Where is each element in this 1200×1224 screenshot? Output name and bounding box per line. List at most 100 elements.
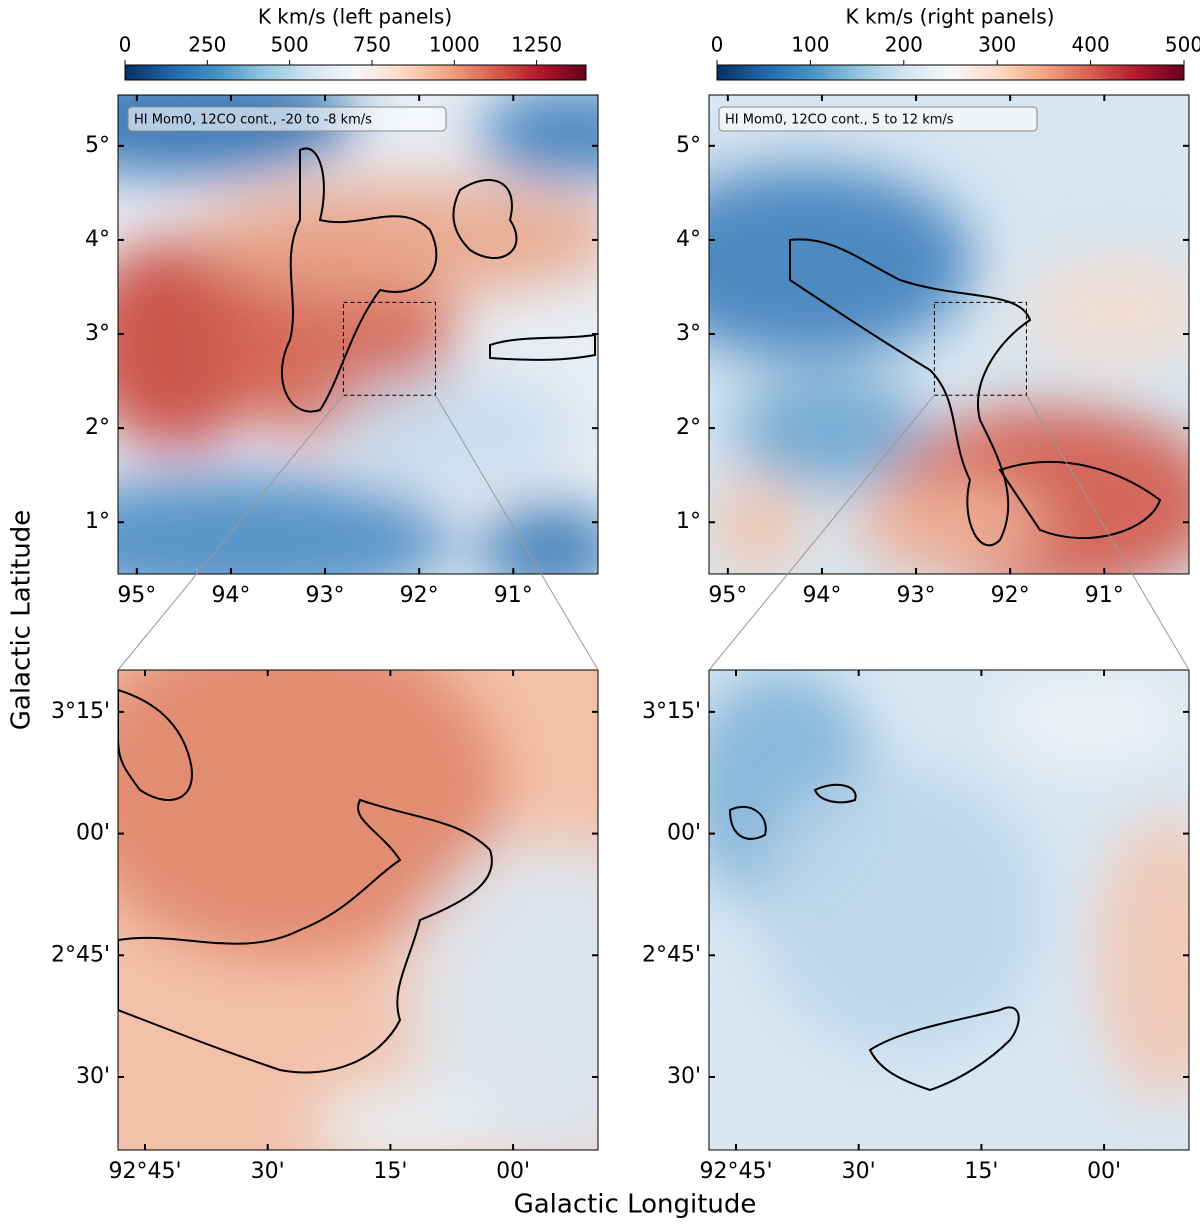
y-tick-label: 3°15' xyxy=(51,699,110,724)
contour-group xyxy=(998,460,1162,539)
contour-group xyxy=(728,805,767,840)
x-tick-label: 91° xyxy=(1085,583,1124,608)
y-tick-label: 30' xyxy=(76,1064,110,1089)
map-structure xyxy=(709,670,1189,1102)
x-tick-label: 00' xyxy=(496,1159,530,1184)
y-tick-label: 2°45' xyxy=(51,942,110,967)
zoom-box xyxy=(933,301,1027,396)
contour-group xyxy=(452,179,518,260)
co-contour xyxy=(489,333,596,361)
y-tick-label: 5° xyxy=(85,133,110,158)
y-tick-label: 3° xyxy=(85,321,110,346)
map-blob xyxy=(406,838,598,1150)
contour-group xyxy=(281,147,438,413)
contour-group xyxy=(118,798,493,1074)
map-image xyxy=(709,670,1189,1150)
contour-group xyxy=(813,783,857,804)
zoom-connector xyxy=(1026,394,1190,671)
co-contour xyxy=(728,805,767,840)
map-blob xyxy=(997,670,1189,766)
map-blob xyxy=(478,95,598,182)
legend-box xyxy=(127,106,447,132)
zoom-connector xyxy=(117,394,344,671)
y-axis-label: Galactic Latitude xyxy=(7,510,37,731)
y-tick-label: 1° xyxy=(85,509,110,534)
co-contour xyxy=(452,179,518,260)
co-contour xyxy=(118,798,493,1074)
colorbar-tick-label: 500 xyxy=(271,33,309,57)
x-tick-label: 92°45' xyxy=(108,1159,181,1184)
x-tick-label: 93° xyxy=(306,583,345,608)
x-tick-label: 94° xyxy=(802,583,841,608)
panel-frame xyxy=(708,669,1190,1151)
map-image xyxy=(118,670,598,1150)
legend-text: HI Mom0, 12CO cont., 5 to 12 km/s xyxy=(725,113,954,128)
x-tick-label: 91° xyxy=(494,583,533,608)
y-tick-label: 1° xyxy=(676,509,701,534)
map-blob xyxy=(1021,253,1189,369)
co-contour xyxy=(789,238,1032,547)
y-tick-label: 30' xyxy=(667,1064,701,1089)
map-image xyxy=(709,95,1189,574)
contour-group xyxy=(868,1006,1020,1092)
co-contour xyxy=(281,147,438,413)
map-blob xyxy=(190,181,598,297)
contour-group xyxy=(789,238,1032,547)
colorbar xyxy=(124,64,587,81)
colorbar-label: K km/s (right panels) xyxy=(846,5,1055,29)
map-blob xyxy=(118,670,502,958)
colorbar-tick-label: 400 xyxy=(1072,33,1110,57)
x-tick-label: 95° xyxy=(708,583,747,608)
map-structure xyxy=(709,166,1189,574)
colorbar-label: K km/s (left panels) xyxy=(258,5,452,29)
legend-box xyxy=(718,106,1038,132)
colorbar-tick-label: 1000 xyxy=(429,33,480,57)
map-blob xyxy=(334,372,574,488)
x-tick-label: 92°45' xyxy=(699,1159,772,1184)
colorbar-tick-label: 0 xyxy=(119,33,132,57)
x-tick-label: 92° xyxy=(400,583,439,608)
zoom-box xyxy=(342,301,436,396)
y-tick-label: 2°45' xyxy=(642,942,701,967)
map-blob xyxy=(310,1078,502,1150)
y-tick-label: 2° xyxy=(676,415,701,440)
x-tick-label: 93° xyxy=(897,583,936,608)
co-contour xyxy=(118,688,193,801)
panel-frame xyxy=(117,669,599,1151)
y-tick-label: 00' xyxy=(667,821,701,846)
x-tick-label: 92° xyxy=(991,583,1030,608)
colorbar-tick-label: 750 xyxy=(353,33,391,57)
colorbar-tick-label: 0 xyxy=(711,33,724,57)
y-tick-label: 2° xyxy=(85,415,110,440)
x-tick-label: 94° xyxy=(211,583,250,608)
legend-text: HI Mom0, 12CO cont., -20 to -8 km/s xyxy=(134,113,372,128)
colorbar-tick-label: 250 xyxy=(188,33,226,57)
y-tick-label: 4° xyxy=(676,227,701,252)
y-tick-label: 4° xyxy=(85,227,110,252)
y-tick-label: 3° xyxy=(676,321,701,346)
x-tick-label: 15' xyxy=(964,1159,998,1184)
x-tick-label: 95° xyxy=(117,583,156,608)
co-contour xyxy=(998,460,1162,539)
map-structure xyxy=(118,670,598,1150)
map-blob xyxy=(478,502,598,574)
x-tick-label: 30' xyxy=(251,1159,285,1184)
map-blob xyxy=(757,766,1045,1054)
map-structure xyxy=(118,95,598,574)
colorbar-tick-label: 1250 xyxy=(511,33,562,57)
x-tick-label: 15' xyxy=(373,1159,407,1184)
map-blob xyxy=(1093,814,1189,1102)
colorbar-tick-label: 500 xyxy=(1165,33,1200,57)
contour-group xyxy=(489,333,596,361)
map-blob xyxy=(733,372,925,488)
x-axis-label: Galactic Longitude xyxy=(514,1190,757,1220)
co-contour xyxy=(813,783,857,804)
map-image xyxy=(118,95,598,574)
map-blob xyxy=(118,473,454,574)
colorbar-tick-label: 300 xyxy=(978,33,1016,57)
map-blob xyxy=(709,478,805,574)
co-contour xyxy=(868,1006,1020,1092)
x-tick-label: 30' xyxy=(842,1159,876,1184)
y-tick-label: 3°15' xyxy=(642,699,701,724)
